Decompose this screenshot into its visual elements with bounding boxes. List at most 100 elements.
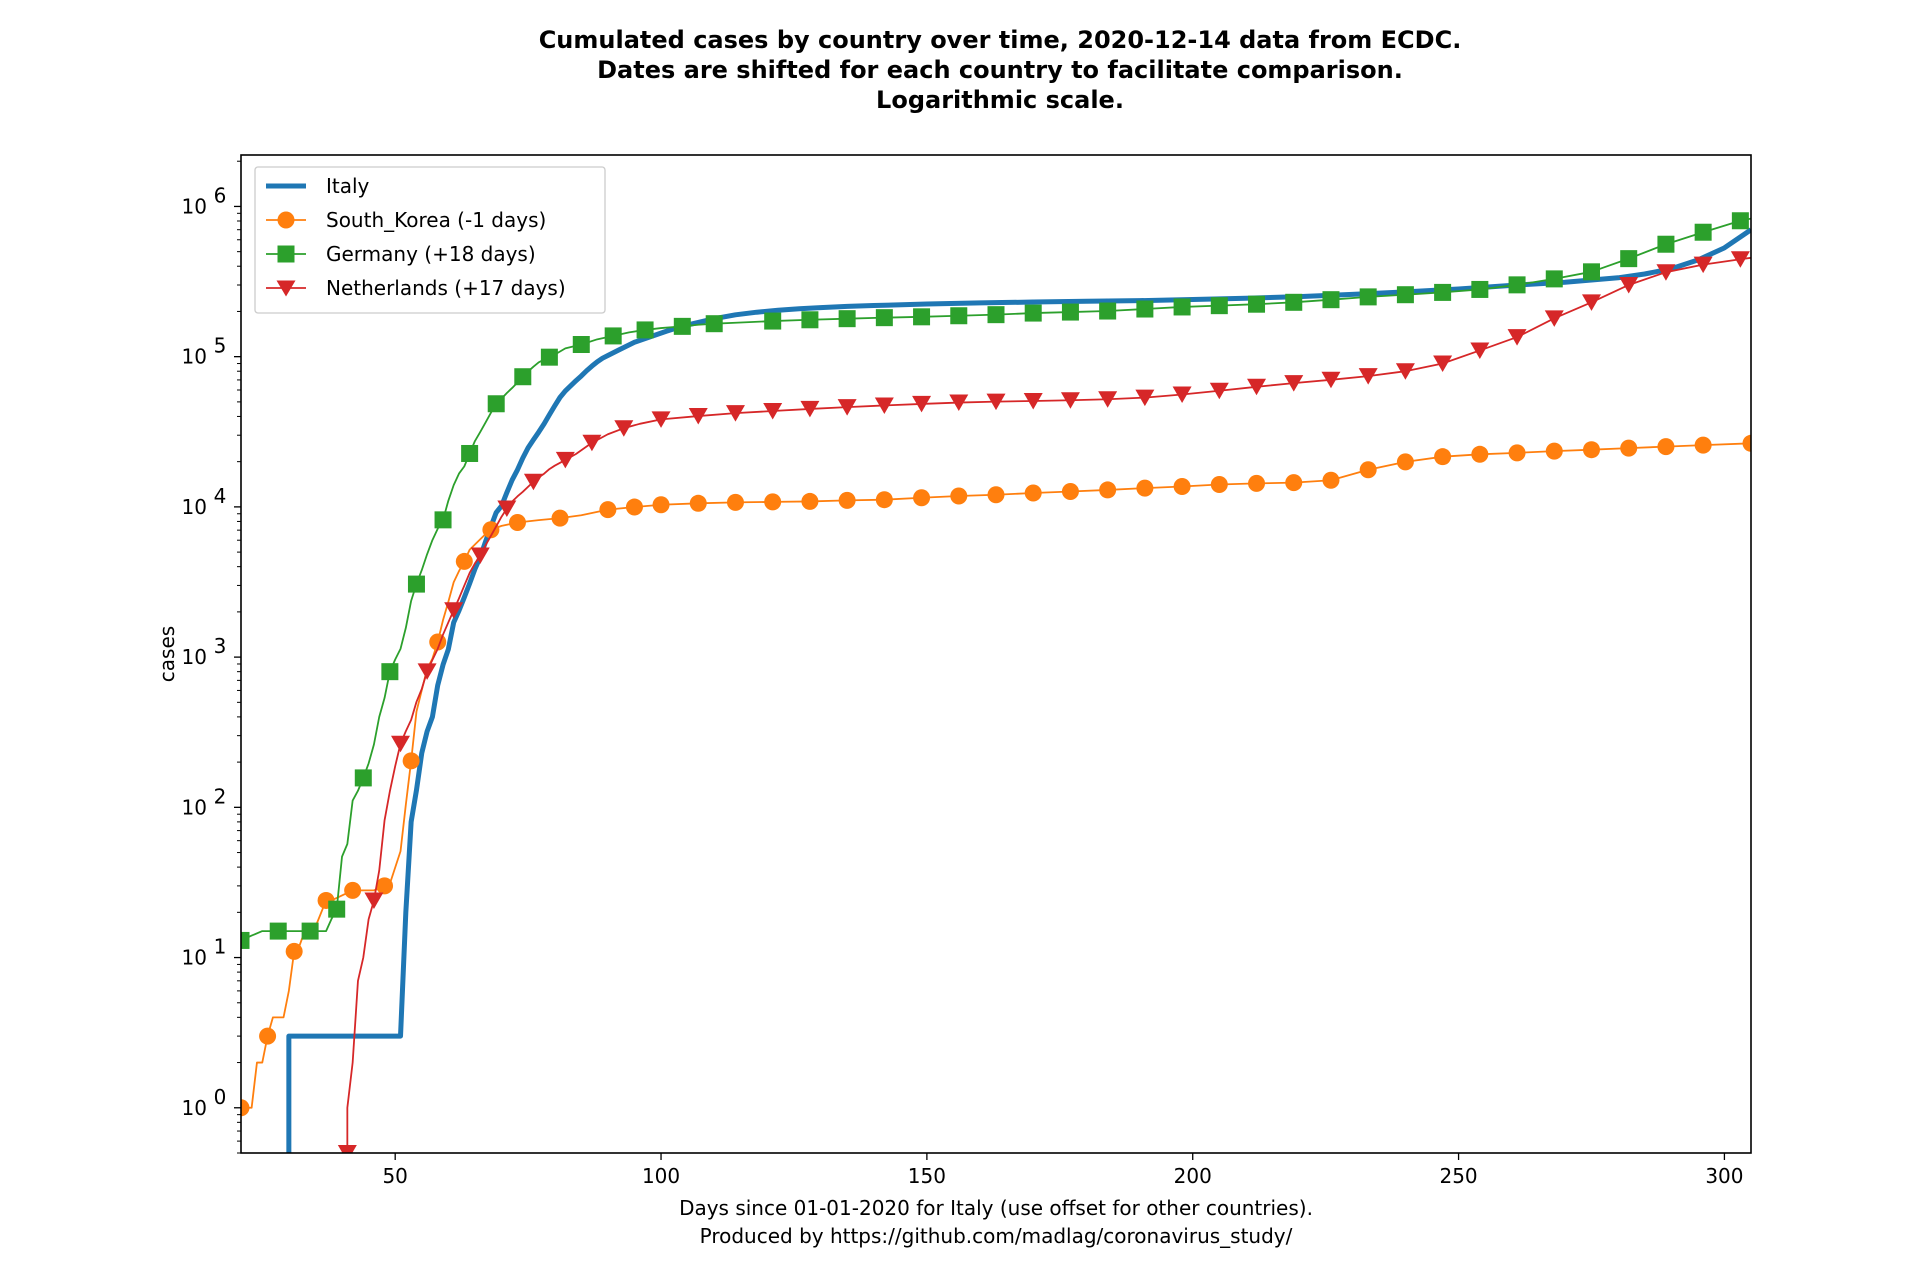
x-tick-label-250: 250	[1439, 1164, 1477, 1188]
marker-netherlands-17-days	[1247, 378, 1267, 396]
marker-south-korea-1-days	[1396, 453, 1414, 471]
marker-germany-18-days	[1248, 295, 1266, 313]
marker-netherlands-17-days	[444, 602, 464, 619]
marker-south-korea-1-days	[801, 492, 819, 510]
marker-germany-18-days	[381, 663, 399, 681]
marker-south-korea-1-days	[344, 881, 362, 899]
marker-south-korea-1-days	[1210, 476, 1228, 494]
marker-south-korea-1-days	[1545, 442, 1563, 460]
legend-label-italy: Italy	[326, 174, 370, 198]
marker-netherlands-17-days	[1656, 264, 1676, 281]
marker-germany-18-days	[1657, 235, 1675, 253]
y-tick-exponent-2: 2	[214, 784, 227, 808]
marker-netherlands-17-days	[725, 405, 745, 422]
marker-germany-18-days	[1545, 270, 1563, 288]
marker-germany-18-days	[764, 312, 782, 330]
marker-germany-18-days	[801, 311, 819, 329]
marker-south-korea-1-days	[1620, 439, 1638, 457]
y-tick-exponent-5: 5	[214, 334, 227, 358]
legend-entry-italy: Italy	[266, 174, 370, 198]
title-line-1: Cumulated cases by country over time, 20…	[539, 26, 1462, 54]
marker-south-korea-1-days	[987, 486, 1005, 504]
marker-netherlands-17-days	[986, 393, 1006, 411]
legend-entry-south-korea: South_Korea (-1 days)	[266, 208, 546, 232]
marker-germany-18-days	[604, 327, 622, 345]
marker-germany-18-days	[1061, 303, 1079, 321]
marker-netherlands-17-days	[523, 473, 543, 491]
marker-netherlands-17-days	[1619, 276, 1639, 294]
marker-germany-18-days	[1434, 283, 1452, 301]
marker-netherlands-17-days	[1395, 363, 1415, 380]
marker-germany-18-days	[636, 321, 654, 339]
marker-germany-18-days	[673, 317, 691, 335]
marker-south-korea-1-days	[913, 489, 931, 507]
marker-south-korea-1-days	[1694, 436, 1712, 454]
marker-netherlands-17-days	[1730, 251, 1750, 268]
series-line-italy	[286, 227, 1751, 1153]
marker-south-korea-1-days	[259, 1027, 277, 1045]
marker-netherlands-17-days	[1023, 392, 1043, 410]
marker-netherlands-17-days	[1135, 389, 1155, 407]
y-tick-label-4: 10	[182, 495, 207, 519]
marker-germany-18-days	[1322, 291, 1340, 309]
marker-netherlands-17-days	[1209, 382, 1229, 400]
marker-netherlands-17-days	[1358, 368, 1378, 385]
marker-south-korea-1-days	[1508, 444, 1526, 462]
marker-germany-18-days	[1136, 300, 1154, 318]
plot-area-frame	[240, 154, 1752, 1154]
legend-entry-netherlands: Netherlands (+17 days)	[266, 276, 566, 300]
marker-netherlands-17-days	[1544, 310, 1564, 327]
marker-south-korea-1-days	[402, 752, 420, 770]
marker-netherlands-17-days	[688, 408, 708, 425]
marker-netherlands-17-days	[1433, 355, 1453, 373]
marker-germany-18-days	[434, 511, 452, 529]
series-italy	[286, 227, 1751, 1153]
marker-netherlands-17-days	[949, 394, 969, 412]
x-tick-label-50: 50	[382, 1164, 407, 1188]
marker-south-korea-1-days	[482, 521, 500, 539]
marker-south-korea-1-days	[1657, 438, 1675, 456]
y-tick-label-1: 10	[182, 946, 207, 970]
marker-germany-18-days	[1359, 288, 1377, 306]
marker-netherlands-17-days	[800, 400, 820, 418]
marker-south-korea-1-days	[1099, 481, 1117, 499]
y-tick-exponent-3: 3	[214, 634, 227, 658]
marker-south-korea-1-days	[1582, 441, 1600, 459]
marker-germany-18-days	[461, 444, 479, 462]
marker-netherlands-17-days	[555, 451, 575, 469]
marker-netherlands-17-days	[1581, 294, 1601, 311]
marker-netherlands-17-days	[417, 663, 437, 680]
marker-south-korea-1-days	[376, 877, 394, 895]
marker-germany-18-days	[1731, 212, 1749, 230]
marker-south-korea-1-days	[950, 487, 968, 505]
marker-germany-18-days	[1285, 293, 1303, 311]
marker-netherlands-17-days	[651, 411, 671, 428]
marker-south-korea-1-days	[1248, 474, 1266, 492]
x-tick-label-300: 300	[1705, 1164, 1743, 1188]
x-tick-label-150: 150	[908, 1164, 946, 1188]
y-tick-label-3: 10	[182, 645, 207, 669]
chart-title: Cumulated cases by country over time, 20…	[539, 26, 1462, 114]
legend-label-netherlands: Netherlands (+17 days)	[326, 276, 566, 300]
y-tick-label-6: 10	[182, 194, 207, 218]
marker-south-korea-1-days	[1173, 477, 1191, 495]
marker-germany-18-days	[838, 310, 856, 328]
y-tick-label-2: 10	[182, 795, 207, 819]
marker-netherlands-17-days	[364, 892, 384, 909]
legend-label-germany: Germany (+18 days)	[326, 242, 536, 266]
marker-germany-18-days	[1396, 286, 1414, 304]
legend-marker-south-korea	[277, 211, 295, 229]
legend-marker-netherlands	[276, 280, 296, 297]
marker-south-korea-1-days	[455, 552, 473, 570]
marker-germany-18-days	[354, 769, 372, 787]
marker-netherlands-17-days	[614, 420, 634, 437]
marker-germany-18-days	[301, 922, 319, 940]
marker-germany-18-days	[1024, 304, 1042, 322]
series-germany-18-days	[241, 212, 1751, 949]
marker-germany-18-days	[269, 922, 287, 940]
marker-germany-18-days	[1210, 297, 1228, 315]
y-tick-exponent-4: 4	[214, 484, 227, 508]
marker-netherlands-17-days	[763, 402, 783, 420]
